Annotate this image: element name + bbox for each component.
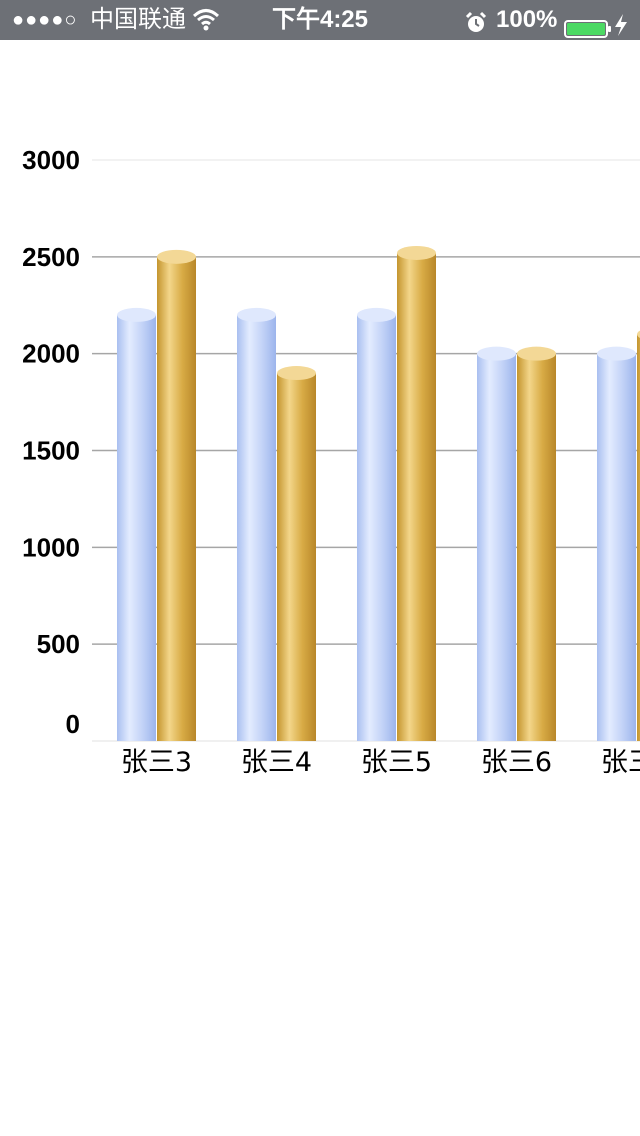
charging-bolt-icon bbox=[614, 9, 628, 36]
battery-percent: 100% bbox=[496, 6, 558, 33]
bar-body bbox=[477, 353, 516, 741]
bar[interactable] bbox=[637, 327, 640, 741]
bar-body bbox=[597, 353, 636, 741]
x-tick-label: 张三6 bbox=[481, 747, 552, 778]
x-tick-label: 张三4 bbox=[241, 747, 312, 778]
carrier-name: 中国联通 bbox=[90, 6, 186, 33]
signal-dots-icon: ●●●●○ bbox=[12, 9, 78, 31]
bar-cap bbox=[637, 330, 640, 339]
bar-cap bbox=[157, 249, 196, 264]
bar-body bbox=[397, 252, 436, 741]
chart-area[interactable]: 0 500 1000 1500 2000 2500 3000 张三3 张三4 张三5 张三6 张三7 bbox=[0, 40, 640, 1136]
y-tick-label: 1500 bbox=[22, 436, 80, 466]
bar-cap bbox=[397, 245, 436, 260]
x-tick-label: 张三7 bbox=[601, 747, 640, 778]
bar-cap bbox=[277, 366, 316, 381]
bar[interactable] bbox=[277, 366, 316, 741]
bar-cap bbox=[477, 346, 516, 361]
bar[interactable] bbox=[597, 346, 636, 741]
alarm-clock-icon bbox=[464, 8, 488, 32]
bar-body bbox=[277, 373, 316, 741]
bar[interactable] bbox=[477, 346, 516, 741]
bar-body bbox=[517, 353, 556, 741]
bar[interactable] bbox=[237, 307, 276, 741]
x-tick-label: 张三3 bbox=[121, 747, 192, 778]
bar-chart: 0 500 1000 1500 2000 2500 3000 张三3 张三4 张三5 张三6 张三7 bbox=[22, 145, 640, 778]
bar-body bbox=[117, 314, 156, 741]
wifi-icon bbox=[192, 6, 220, 34]
bar[interactable] bbox=[357, 307, 396, 741]
bar-cap bbox=[597, 346, 636, 361]
bar-body bbox=[357, 314, 396, 741]
battery-fill bbox=[567, 23, 605, 35]
x-tick-label: 张三5 bbox=[361, 747, 432, 778]
bar[interactable] bbox=[397, 245, 436, 741]
bar-cap bbox=[117, 307, 156, 322]
bar-body bbox=[157, 256, 196, 741]
bar-body bbox=[637, 334, 640, 741]
y-tick-label: 500 bbox=[37, 629, 80, 659]
status-bar: ●●●●○ 中国联通 下午4:25 100% bbox=[0, 0, 640, 40]
bar-cap bbox=[517, 346, 556, 361]
bar-body bbox=[237, 314, 276, 741]
y-tick-label: 2000 bbox=[22, 339, 80, 369]
status-time: 下午4:25 bbox=[271, 6, 369, 33]
bar-cap bbox=[357, 307, 396, 322]
bar-cap bbox=[237, 307, 276, 322]
bar[interactable] bbox=[517, 346, 556, 741]
bar[interactable] bbox=[117, 307, 156, 741]
y-tick-label: 3000 bbox=[22, 145, 80, 175]
battery-icon bbox=[564, 11, 612, 38]
y-tick-label: 1000 bbox=[22, 532, 80, 562]
bar[interactable] bbox=[157, 249, 196, 741]
y-tick-label: 0 bbox=[66, 709, 80, 739]
y-tick-label: 2500 bbox=[22, 242, 80, 272]
